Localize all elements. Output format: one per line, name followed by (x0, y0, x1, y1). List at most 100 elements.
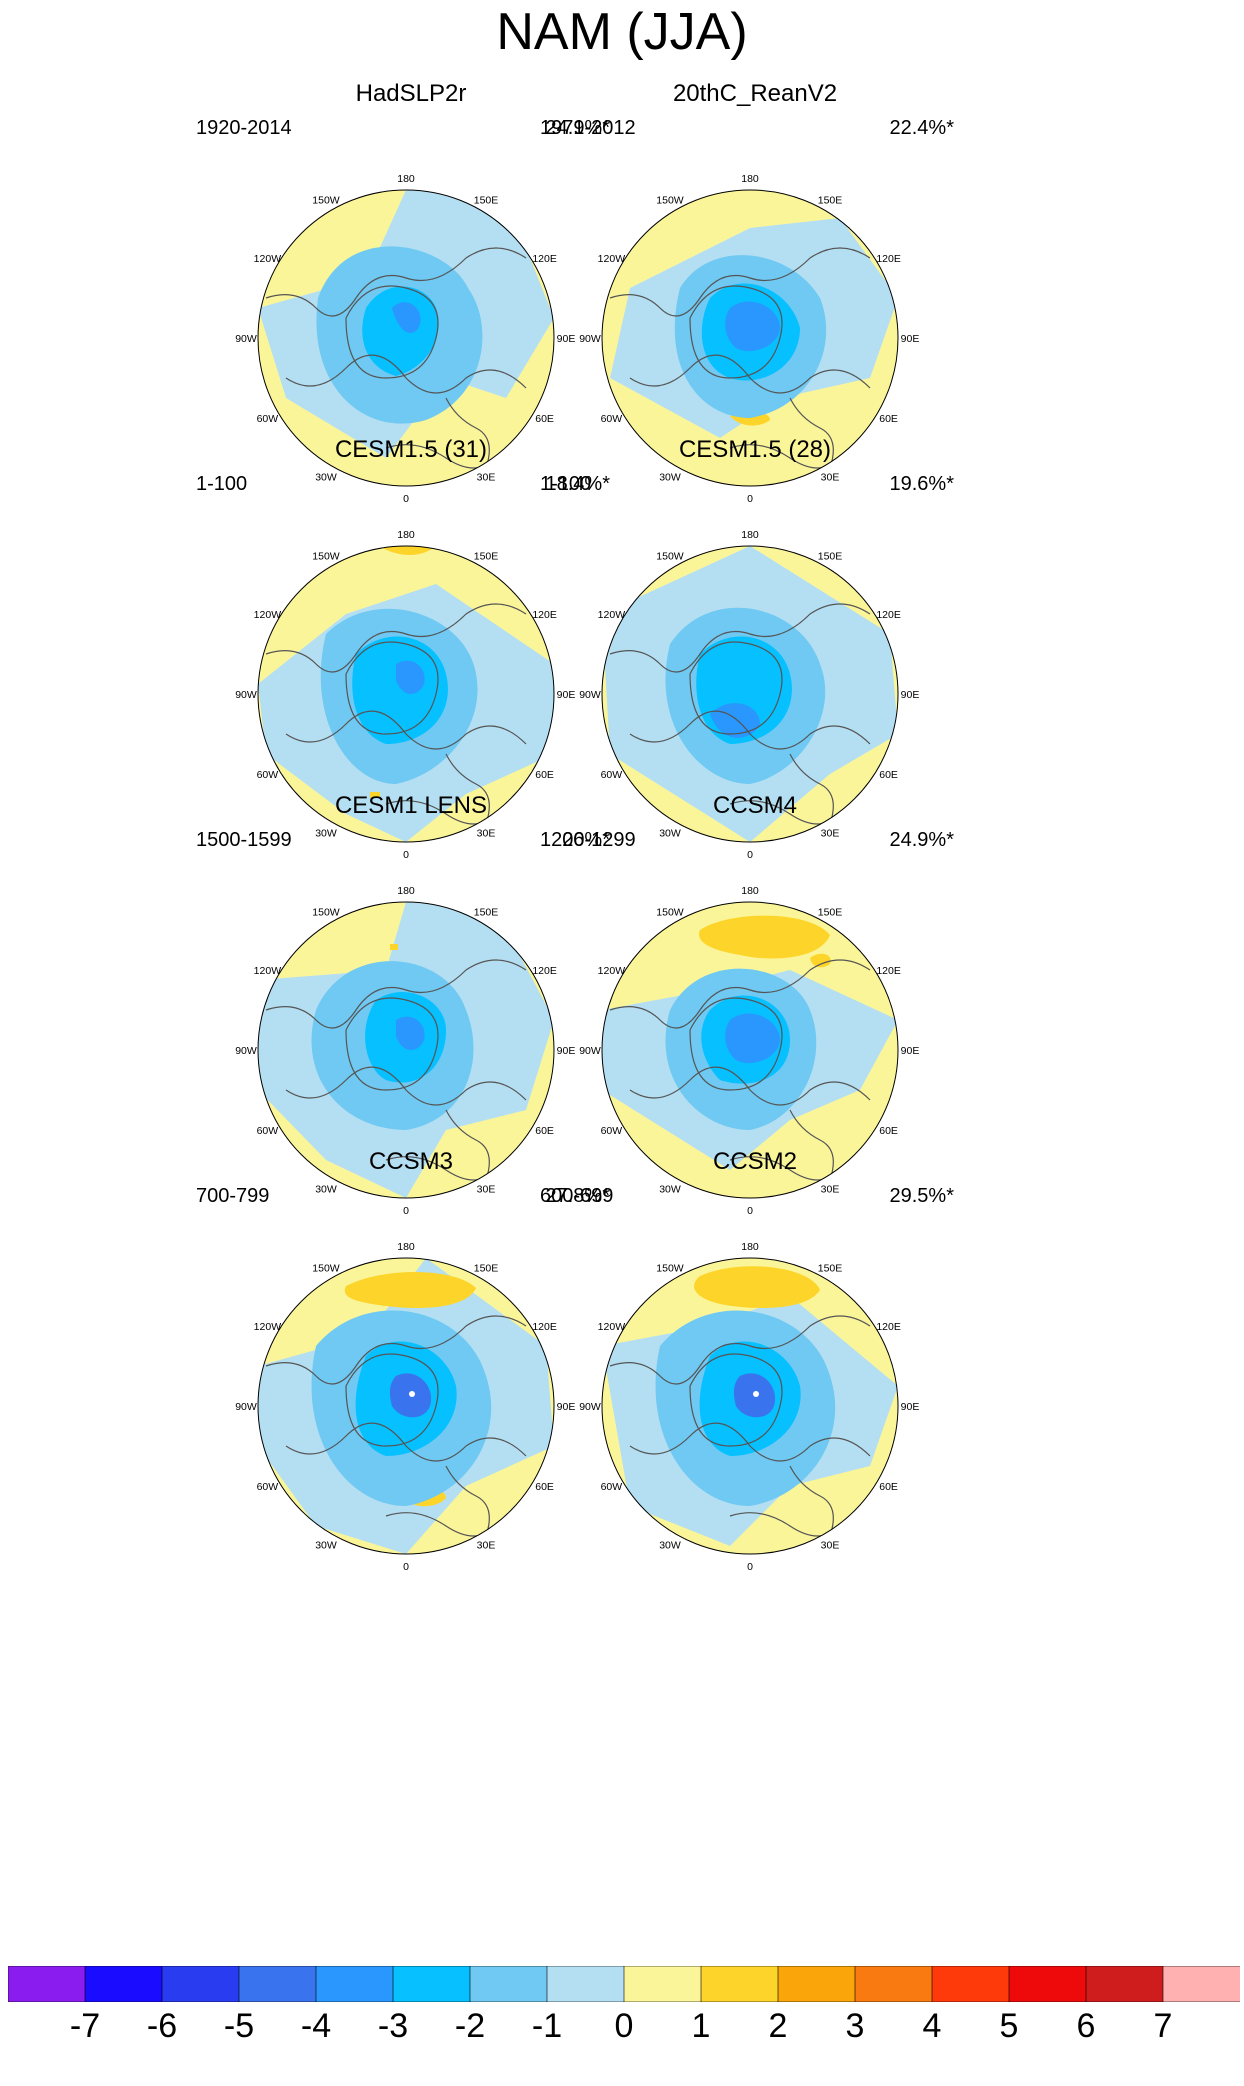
panel-variance: 22.4%* (889, 117, 955, 139)
colorbar-tick: 4 (922, 2007, 942, 2045)
longitude-label: 30E (821, 1540, 840, 1552)
panel-title: 20thC_ReanV2 (672, 80, 838, 107)
panel-period: 1500-1599 (196, 829, 292, 851)
longitude-label: 30E (477, 828, 496, 840)
panel-variance: 24.1%* (545, 117, 611, 139)
coastline (609, 1315, 871, 1537)
longitude-label: 30E (821, 1184, 840, 1196)
coastline (265, 603, 527, 825)
longitude-label: 30W (315, 1540, 337, 1552)
colorbar-tick-labels: -7 -6 -5 -4 -3 -2 -1 0 1 2 3 4 5 6 7 (8, 2004, 1240, 2054)
longitude-label: 0 (747, 1205, 753, 1217)
longitude-label: 90W (579, 1045, 601, 1057)
polar-map: 180 150W 150E 120W 120E 90W 90E 60W 60E 30W 30E 0 (235, 173, 576, 505)
polar-map: 180 150W 150E 120W 120E 90W 90E 60W 60E 30W 30E 0 (579, 173, 919, 505)
contour-center-min (396, 660, 425, 695)
longitude-label: 30E (477, 1540, 496, 1552)
map-panel: CESM1 LENS 1500-1599 26%* 180 150W 150E 120W 12… (176, 792, 646, 1262)
map-boundary (257, 901, 555, 1199)
map-panel: CESM1.5 (31) 1-100 18.4%* 180 150W 150E 120W 12… (176, 436, 646, 906)
longitude-label: 180 (741, 885, 759, 897)
longitude-label: 30W (315, 472, 337, 484)
contour-center-min (725, 301, 780, 352)
panel-period: 1920-2014 (196, 117, 292, 139)
longitude-label: 30E (821, 828, 840, 840)
longitude-label: 150W (656, 906, 684, 918)
longitude-label: 30W (659, 1184, 681, 1196)
polar-map: 180 150W 150E 120W 120E 90W 90E 60W 60E 30W 30E 0 (235, 885, 576, 1217)
longitude-label: 30W (315, 1184, 337, 1196)
longitude-label: 90E (557, 1045, 576, 1057)
map-panel: 20thC_ReanV2 1979-2012 22.4%* 180 150W 150E 12… (520, 80, 990, 550)
panel-title: CESM1 LENS (334, 792, 488, 819)
map-boundary (257, 189, 555, 487)
positive-anomaly-contour (694, 1266, 820, 1309)
contour-minus-3 (362, 286, 439, 376)
colorbar-tick: -7 (69, 2007, 101, 2045)
longitude-label: 120W (254, 965, 282, 977)
colorbar-swatch (238, 1966, 317, 2002)
coastline (609, 603, 871, 825)
longitude-label: 120E (876, 1321, 901, 1333)
panel-variance: 19.6%* (889, 473, 955, 495)
panel-title: CCSM2 (712, 1148, 797, 1175)
colorbar-swatch (469, 1966, 548, 2002)
longitude-label: 150E (818, 1262, 843, 1274)
longitude-label: 150W (312, 550, 340, 562)
longitude-label: 150W (312, 194, 340, 206)
colorbar-tick: -1 (531, 2007, 563, 2045)
colorbar-tick: -4 (300, 2007, 332, 2045)
figure-title: NAM (JJA) (496, 3, 748, 61)
panel-period: 600-699 (540, 1185, 614, 1207)
positive-anomaly-contour (344, 1271, 476, 1309)
longitude-label: 90E (557, 689, 576, 701)
longitude-label: 90W (579, 333, 601, 345)
colorbar (8, 1966, 1240, 2002)
map-boundary (257, 1257, 555, 1555)
longitude-label: 120E (532, 1321, 557, 1333)
minimum-marker (409, 1391, 415, 1397)
longitude-label: 120E (876, 253, 901, 265)
longitude-label: 120E (532, 609, 557, 621)
longitude-label: 30E (821, 472, 840, 484)
map-panel: CESM1.5 (28) 1-100 19.6%* 180 150W 150E 120W 12… (520, 436, 990, 906)
polar-map: 180 150W 150E 120W 120E 90W 90E 60W 60E 30W 30E 0 (235, 1241, 575, 1573)
longitude-label: 150E (474, 906, 499, 918)
longitude-label: 60E (879, 769, 898, 781)
longitude-label: 0 (403, 849, 409, 861)
map-boundary (601, 901, 899, 1199)
longitude-label: 60W (601, 413, 623, 425)
longitude-label: 30E (477, 472, 496, 484)
colorbar-swatch (777, 1966, 856, 2002)
longitude-label: 120W (254, 1321, 282, 1333)
panel-title: CESM1.5 (28) (678, 436, 832, 463)
polar-map: 180 150W 150E 120W 120E 90W 90E 60W 60E 30W 30E 0 (579, 529, 919, 861)
longitude-label: 120W (598, 1321, 626, 1333)
colorbar-tick: 7 (1153, 2007, 1173, 2045)
map-boundary (601, 545, 899, 843)
longitude-label: 120E (532, 965, 557, 977)
longitude-label: 150E (474, 1262, 499, 1274)
longitude-label: 60E (879, 413, 898, 425)
longitude-label: 90E (557, 333, 576, 345)
colorbar-swatch (161, 1966, 240, 2002)
colorbar-swatch (700, 1966, 779, 2002)
positive-anomaly-contour (370, 792, 380, 798)
longitude-label: 180 (741, 1241, 759, 1253)
longitude-label: 60E (535, 413, 554, 425)
longitude-label: 0 (747, 849, 753, 861)
longitude-label: 150W (656, 194, 684, 206)
coastline (265, 247, 527, 469)
map-panel: HadSLP2r 1920-2014 24.1%* 180 150W 150E 120W 12… (176, 80, 646, 550)
longitude-label: 60W (257, 769, 279, 781)
longitude-label: 180 (397, 885, 415, 897)
longitude-label: 150W (656, 550, 684, 562)
map-boundary (257, 545, 555, 843)
longitude-label: 120E (876, 965, 901, 977)
map-panel: CCSM2 600-699 29.5%* 180 150W 150E 120W 120E 90W… (520, 1148, 990, 1618)
longitude-label: 90W (235, 1401, 257, 1413)
longitude-label: 180 (741, 173, 759, 185)
panel-period: 700-799 (196, 1185, 270, 1207)
longitude-label: 0 (403, 1205, 409, 1217)
longitude-label: 120W (598, 253, 626, 265)
